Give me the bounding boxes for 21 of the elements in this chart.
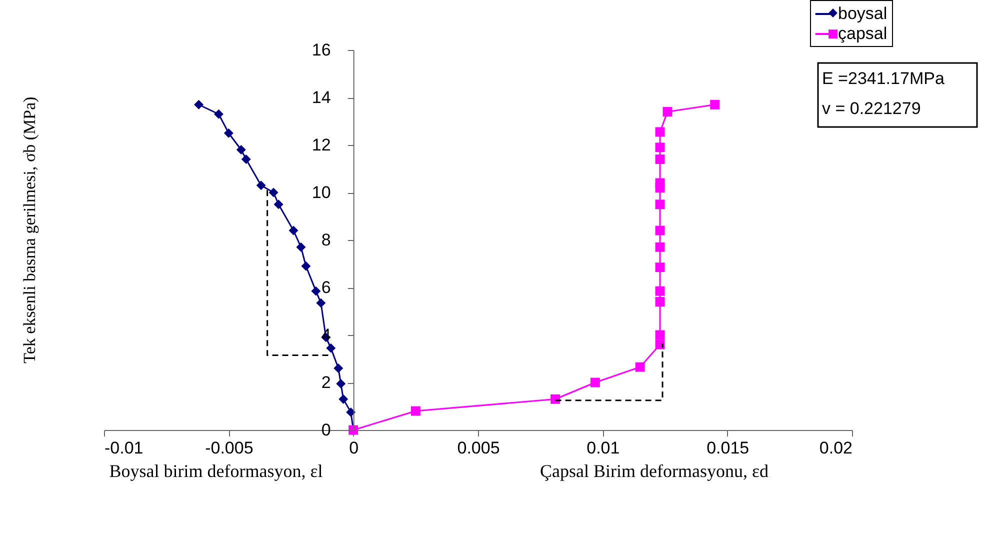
annotation: v = 0.221279 — [822, 99, 921, 118]
x-tick-label: 0.01 — [586, 438, 620, 458]
x-tick-label: 0.015 — [706, 438, 750, 458]
annotation: E =2341.17MPa — [822, 69, 945, 88]
legend-label: çapsal — [838, 24, 888, 43]
y-tick-label: 14 — [312, 88, 331, 107]
x-tick-label: 0 — [349, 438, 359, 458]
y-tick-label: 16 — [312, 40, 331, 60]
x-tick-label: 0.005 — [457, 438, 500, 458]
x-axis-title: Boysal birim deformasyon, εl — [109, 461, 323, 481]
y-tick-label: 2 — [321, 373, 331, 392]
y-tick-label: 6 — [321, 278, 331, 297]
x-tick-label: 0.02 — [819, 438, 852, 458]
y-axis-title: Tek eksenli basma gerilmesi, σb (MPa) — [20, 96, 39, 364]
x-tick-label: -0.005 — [205, 438, 254, 458]
y-tick-label: 12 — [312, 136, 331, 154]
y-tick-label: 8 — [321, 230, 331, 250]
text: Çapsal Birim deformasyonu, εd — [540, 461, 769, 481]
legend-label: boysal — [838, 4, 888, 23]
y-tick-label: 10 — [312, 183, 331, 202]
x-tick-label: -0.01 — [104, 438, 144, 458]
